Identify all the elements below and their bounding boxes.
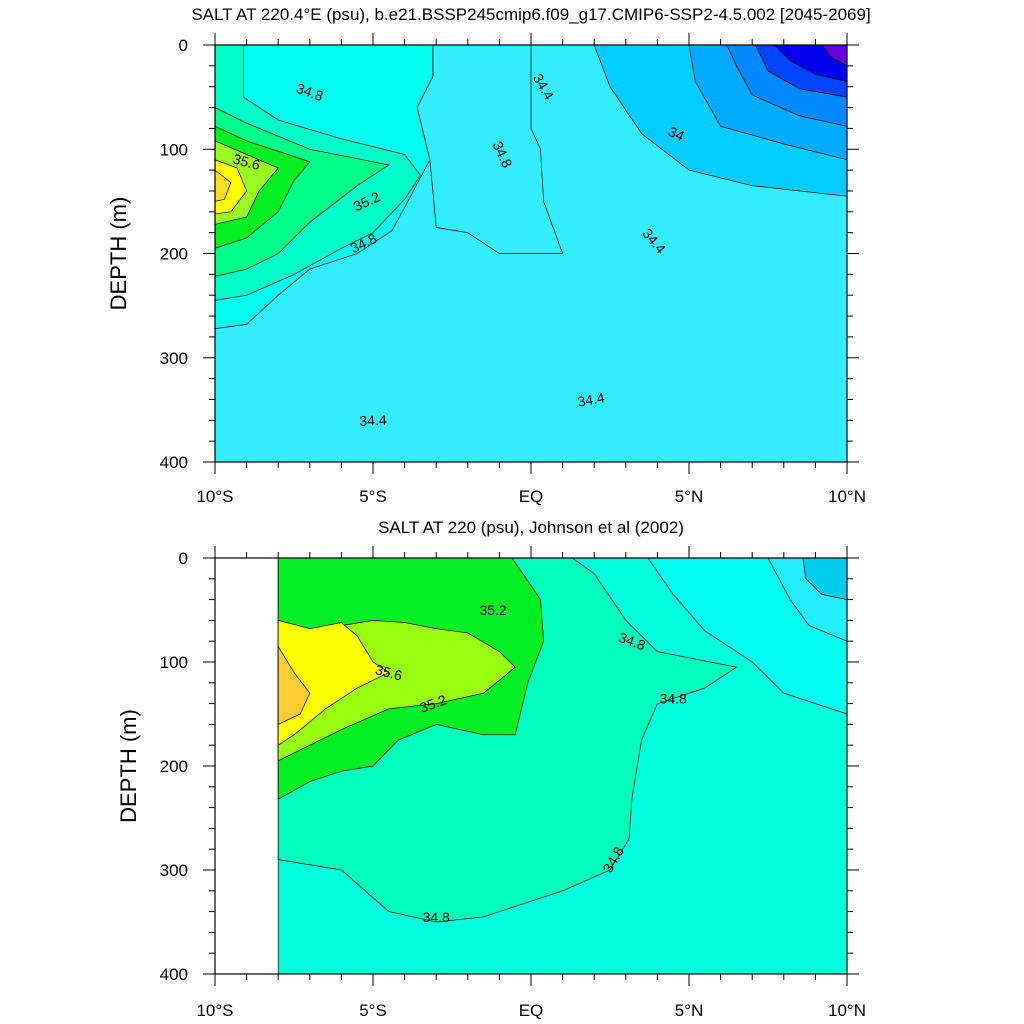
contour-region-33.2	[821, 45, 847, 67]
contour-region-35.8	[215, 169, 232, 202]
contour-region-35.6	[277, 619, 390, 746]
y-axis-label: DEPTH (m)	[116, 709, 141, 823]
contour-region-34.4	[416, 45, 564, 254]
y-axis-label: DEPTH (m)	[106, 197, 131, 311]
contour-label: 35.6	[231, 151, 262, 174]
x-tick-label: 5°N	[675, 487, 704, 506]
chart-title: SALT AT 220 (psu), Johnson et al (2002)	[378, 518, 684, 537]
contour-region-35.6	[215, 159, 248, 215]
contour-fills	[215, 45, 847, 462]
y-tick-label: 300	[160, 861, 188, 880]
y-tick-label: 100	[160, 140, 188, 159]
contour-label: 34	[666, 123, 687, 144]
x-tick-label: 5°N	[675, 1001, 704, 1020]
contour-region-34.2	[802, 558, 847, 600]
y-tick-label: 200	[160, 757, 188, 776]
y-tick-label: 0	[179, 36, 188, 55]
y-tick-label: 0	[179, 549, 188, 568]
contour-label: 34.4	[359, 412, 387, 429]
y-tick-label: 200	[160, 245, 188, 264]
panel-observations: 10°S 5°S EQ 5°N 10°N 0 100 200 300 400 SALT AT 220…	[116, 518, 866, 1020]
y-tick-label: 400	[160, 965, 188, 984]
panel-model: 10°S 5°S EQ 5°N 10°N 0 100 200 300 400 SALT AT 220…	[106, 5, 871, 506]
x-tick-label: EQ	[519, 1001, 544, 1020]
contour-fills	[277, 558, 847, 974]
x-tick-label: 10°S	[196, 487, 233, 506]
chart-title: SALT AT 220.4°E (psu), b.e21.BSSP245cmip…	[191, 5, 870, 24]
y-tick-label: 300	[160, 349, 188, 368]
x-tick-label: 10°S	[196, 1001, 233, 1020]
x-tick-label: 10°N	[828, 487, 866, 506]
contour-label: 35.2	[479, 602, 506, 618]
x-tick-label: 5°S	[359, 487, 387, 506]
contour-label: 34.4	[576, 389, 606, 410]
y-tick-label: 400	[160, 453, 188, 472]
y-tick-label: 100	[160, 653, 188, 672]
contour-region-35.8	[277, 645, 311, 725]
contour-label: 34.8	[660, 690, 687, 706]
contour-label: 34.8	[423, 909, 450, 925]
x-tick-label: 10°N	[828, 1001, 866, 1020]
x-tick-label: 5°S	[359, 1001, 387, 1020]
x-tick-label: EQ	[519, 487, 544, 506]
contour-label: 35.6	[374, 661, 405, 684]
